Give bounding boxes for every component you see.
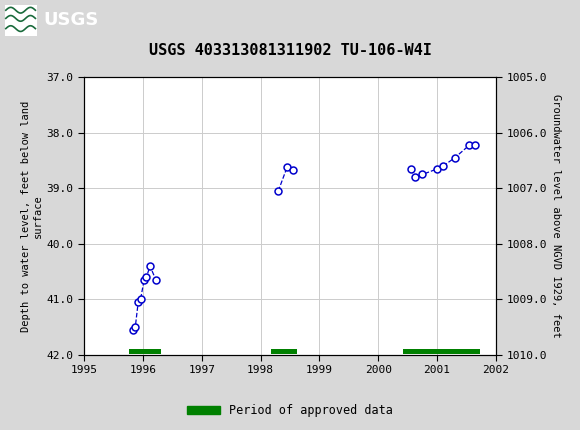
Legend: Period of approved data: Period of approved data — [182, 399, 398, 422]
Bar — [271, 349, 297, 354]
Y-axis label: Groundwater level above NGVD 1929, feet: Groundwater level above NGVD 1929, feet — [551, 94, 561, 338]
Text: USGS 403313081311902 TU-106-W4I: USGS 403313081311902 TU-106-W4I — [148, 43, 432, 58]
Bar — [129, 349, 161, 354]
FancyBboxPatch shape — [5, 5, 37, 36]
Text: USGS: USGS — [44, 12, 99, 29]
Bar — [403, 349, 480, 354]
Y-axis label: Depth to water level, feet below land
surface: Depth to water level, feet below land su… — [21, 101, 42, 332]
